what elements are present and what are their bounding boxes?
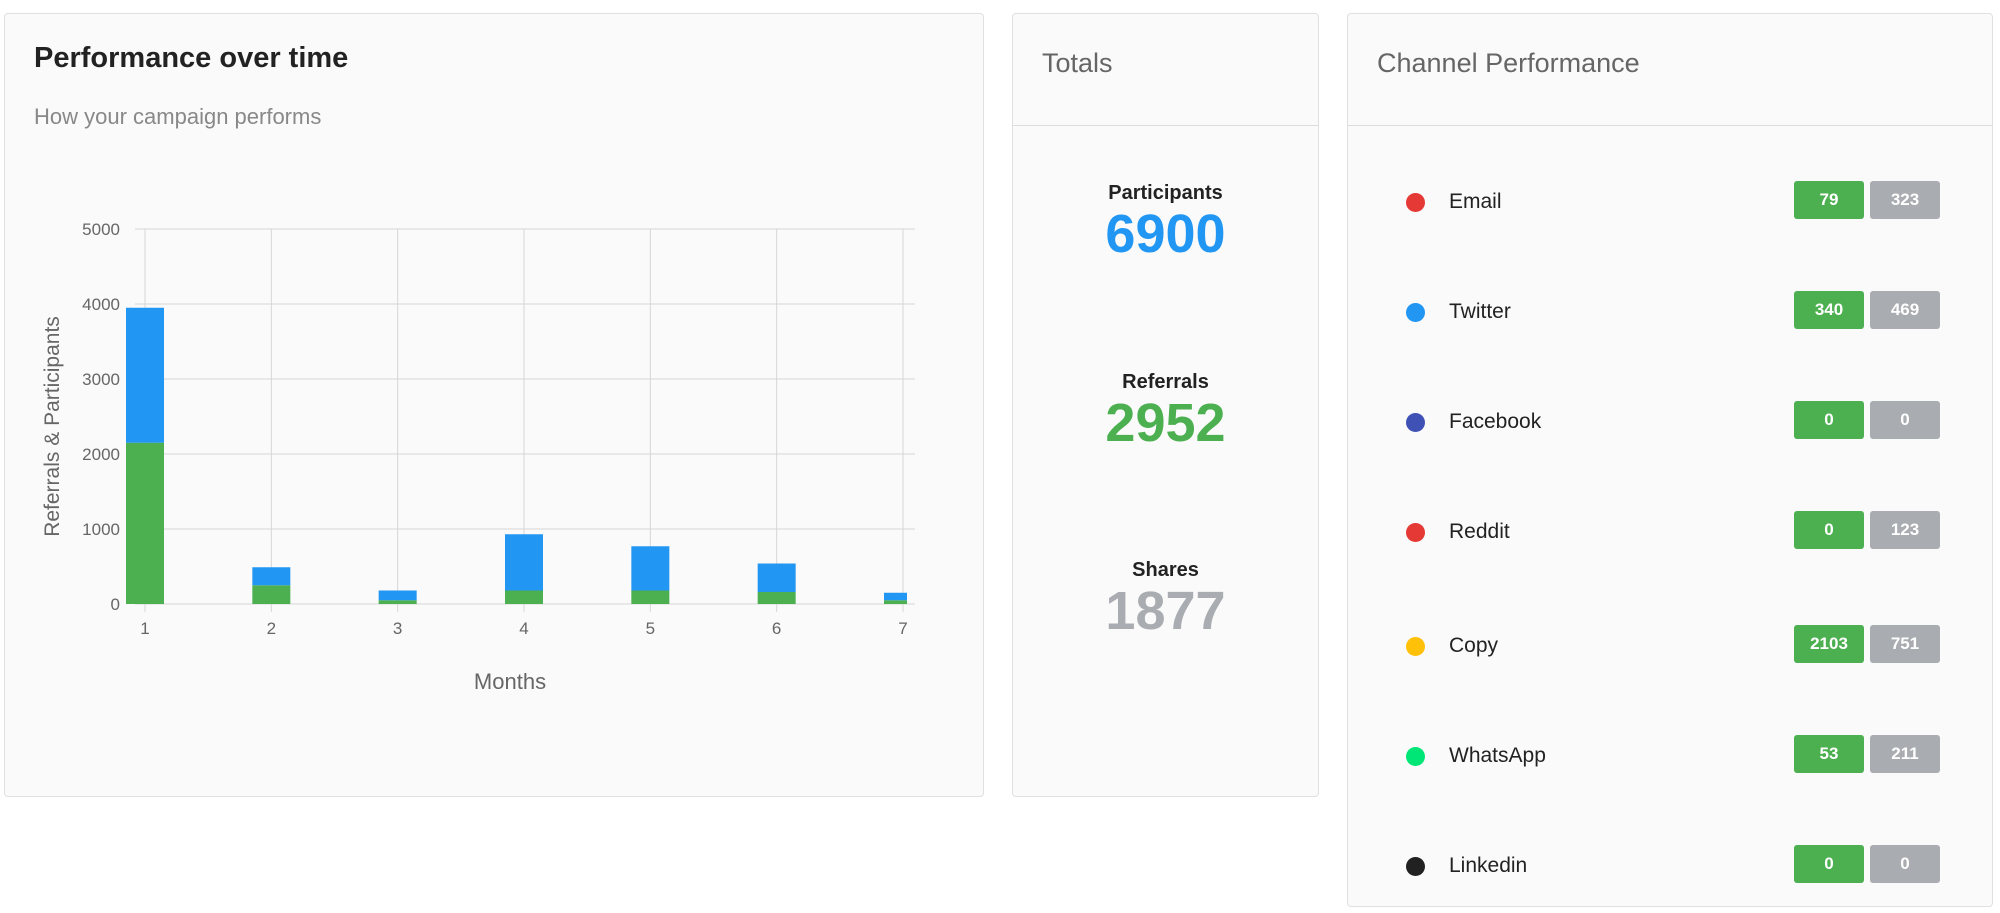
x-tick-label: 2 [267,619,276,638]
channel-performance-panel: Channel Performance Email 79 323 Twitter 340… [1347,13,1993,907]
performance-panel: 0 1000 2000 3000 4000 5000 1 2 3 4 5 6 7 Months Referr… [4,13,984,797]
chart-bar [757,563,796,592]
channel-dot-icon [1406,857,1425,876]
shares-stat: Shares 1877 [1013,559,1318,640]
channel-gray-badge: 123 [1870,511,1940,549]
channel-green-badge: 53 [1794,735,1864,773]
channel-name: Email [1449,190,1502,213]
channel-name: WhatsApp [1449,744,1546,767]
channel-gray-badge: 0 [1870,845,1940,883]
y-tick-label: 4000 [82,295,120,314]
chart-bar [126,442,164,604]
participants-value: 6900 [1105,204,1226,264]
channel-green-badge: 0 [1794,401,1864,439]
channel-performance-title: Channel Performance [1348,14,1992,126]
y-axis-label: Referrals & Participants [41,316,64,537]
channel-row-copy: Copy 2103 751 [1348,625,1992,665]
x-tick-label: 7 [898,619,907,638]
y-tick-label: 5000 [82,220,120,239]
chart-bar [505,590,543,604]
referrals-stat: Referrals 2952 [1013,371,1318,452]
x-tick-label: 6 [772,619,781,638]
referrals-value: 2952 [1105,393,1226,453]
y-tick-label: 3000 [82,370,120,389]
chart-bar [884,600,907,604]
x-tick-label: 3 [393,619,402,638]
performance-title: Performance over time [34,42,349,74]
y-tick-label: 1000 [82,520,120,539]
x-tick-label: 1 [140,619,149,638]
participants-stat: Participants 6900 [1013,182,1318,263]
y-tick-label: 2000 [82,445,120,464]
y-tick-label: 0 [111,595,120,614]
chart-bar [252,585,291,604]
channel-row-facebook: Facebook 0 0 [1348,401,1992,441]
participants-label: Participants [1108,182,1223,204]
shares-value: 1877 [1105,581,1226,641]
channel-green-badge: 0 [1794,511,1864,549]
referrals-label: Referrals [1122,371,1209,393]
channel-row-whatsapp: WhatsApp 53 211 [1348,735,1992,775]
channel-dot-icon [1406,523,1425,542]
x-tick-label: 4 [519,619,528,638]
channel-gray-badge: 323 [1870,181,1940,219]
chart-bar [631,546,670,591]
chart-bar [378,600,417,604]
channel-name: Copy [1449,634,1499,657]
channel-dot-icon [1406,303,1425,322]
channel-name: Facebook [1449,410,1542,433]
channel-dot-icon [1406,413,1425,432]
channel-dot-icon [1406,193,1425,212]
channel-name: Linkedin [1449,854,1528,877]
totals-title: Totals [1013,14,1318,126]
channel-green-badge: 0 [1794,845,1864,883]
performance-subtitle: How your campaign performs [34,104,322,129]
chart-bar [252,567,291,586]
channel-gray-badge: 751 [1870,625,1940,663]
channel-gray-badge: 211 [1870,735,1940,773]
channel-dot-icon [1406,637,1425,656]
channel-name: Reddit [1449,520,1510,543]
chart-bar [505,534,543,591]
chart-bar [884,592,907,601]
x-tick-label: 5 [646,619,655,638]
totals-panel: Totals Participants 6900 Referrals 2952 … [1012,13,1319,797]
chart-bar [757,592,796,604]
chart-bar [378,590,417,601]
channel-row-linkedin: Linkedin 0 0 [1348,845,1992,885]
channel-gray-badge: 469 [1870,291,1940,329]
performance-chart: 0 1000 2000 3000 4000 5000 1 2 3 4 5 6 7 Months Referr… [41,220,915,694]
chart-bar [631,590,670,604]
channel-row-twitter: Twitter 340 469 [1348,291,1992,331]
channel-green-badge: 79 [1794,181,1864,219]
channel-row-reddit: Reddit 0 123 [1348,511,1992,551]
channel-row-email: Email 79 323 [1348,181,1992,221]
channel-green-badge: 340 [1794,291,1864,329]
shares-label: Shares [1132,559,1199,581]
x-axis-label: Months [474,669,546,694]
channel-dot-icon [1406,747,1425,766]
channel-name: Twitter [1449,300,1511,323]
chart-bar [126,307,164,443]
channel-gray-badge: 0 [1870,401,1940,439]
channel-green-badge: 2103 [1794,625,1864,663]
